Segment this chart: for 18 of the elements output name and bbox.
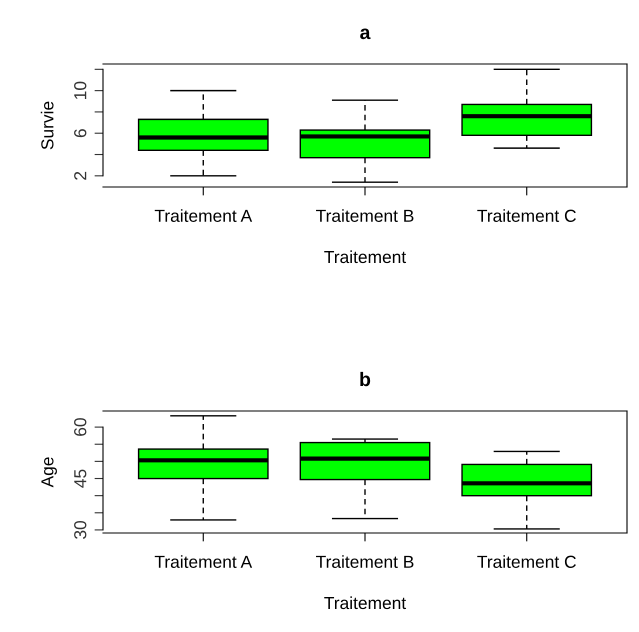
y-tick-label: 6	[74, 129, 86, 138]
x-tick-label: Traitement C	[477, 209, 576, 222]
y-tick-label: 45	[74, 470, 86, 488]
chart-title: a	[360, 28, 371, 40]
y-tick-label: 30	[74, 520, 86, 539]
chart-title: b	[360, 372, 370, 386]
y-tick-label: 2	[74, 172, 86, 180]
y-tick-label: 60	[74, 418, 86, 436]
x-axis-title: Traitement	[324, 596, 406, 610]
x-tick-label: Traitement B	[316, 555, 414, 568]
x-tick-label: Traitement A	[154, 209, 252, 222]
y-axis-title: Age	[41, 457, 57, 488]
y-axis-title: Survie	[40, 102, 54, 150]
x-tick-label: Traitement A	[154, 555, 252, 568]
y-tick-label: 10	[74, 82, 86, 99]
x-tick-label: Traitement B	[316, 209, 414, 222]
x-axis-title: Traitement	[324, 250, 406, 264]
x-tick-label: Traitement C	[477, 555, 576, 568]
